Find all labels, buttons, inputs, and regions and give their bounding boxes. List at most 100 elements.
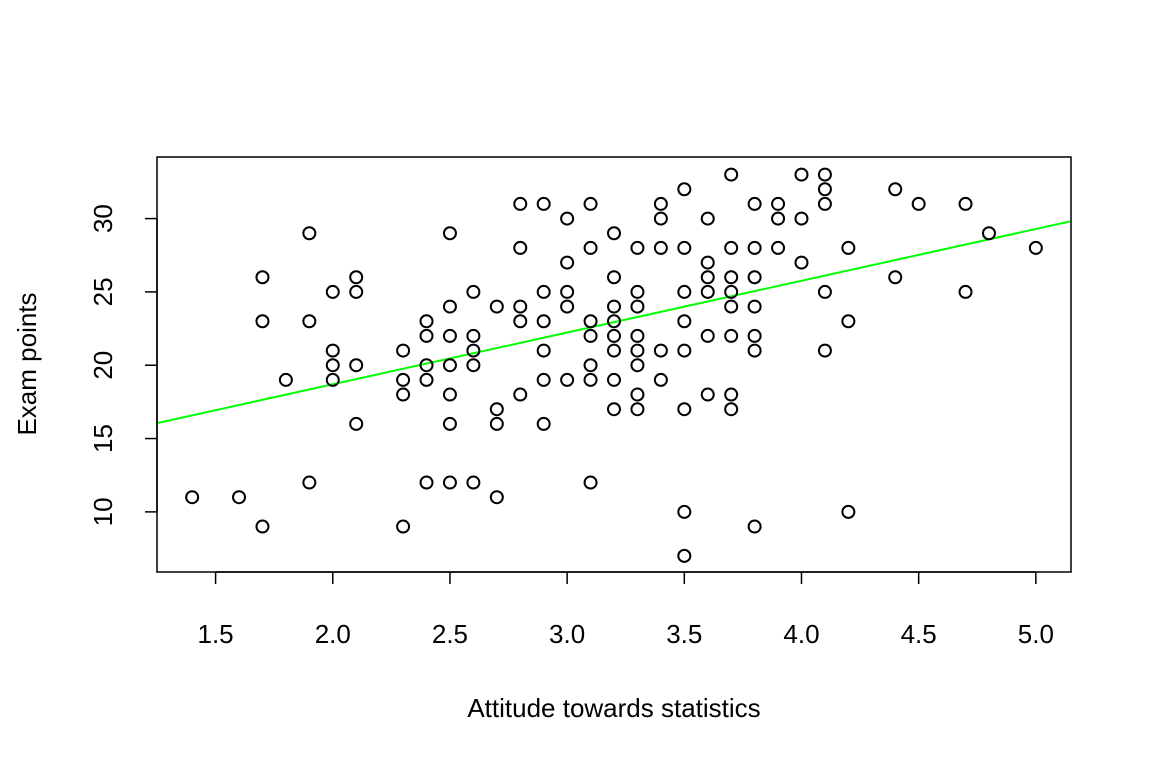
data-point (724, 167, 739, 182)
data-point (302, 226, 317, 241)
data-point (653, 343, 668, 358)
data-point (817, 343, 832, 358)
data-point (466, 358, 481, 373)
y-axis: 10 15 20 25 30 (88, 204, 158, 526)
data-point (677, 343, 692, 358)
x-tick-label: 2.5 (432, 619, 468, 649)
data-point (677, 504, 692, 519)
data-point (630, 387, 645, 402)
data-point (724, 387, 739, 402)
regression-line (157, 220, 1071, 425)
data-point (630, 284, 645, 299)
data-point (747, 519, 762, 534)
data-point (677, 182, 692, 197)
data-point (677, 402, 692, 417)
data-point (513, 299, 528, 314)
data-point (630, 358, 645, 373)
data-point (442, 328, 457, 343)
data-point (560, 299, 575, 314)
data-point (700, 284, 715, 299)
data-point (560, 284, 575, 299)
data-point (442, 299, 457, 314)
data-point (349, 270, 364, 285)
data-point (583, 314, 598, 329)
data-point (724, 299, 739, 314)
data-point (442, 416, 457, 431)
data-points (185, 167, 1043, 563)
x-tick-label: 5.0 (1018, 619, 1054, 649)
data-point (442, 358, 457, 373)
y-tick-label: 25 (88, 277, 118, 306)
data-point (841, 240, 856, 255)
data-point (630, 343, 645, 358)
data-point (419, 372, 434, 387)
data-point (583, 328, 598, 343)
data-point (396, 387, 411, 402)
data-point (747, 270, 762, 285)
data-point (325, 372, 340, 387)
data-point (536, 372, 551, 387)
data-point (396, 519, 411, 534)
x-tick-label: 4.5 (901, 619, 937, 649)
y-tick-label: 15 (88, 424, 118, 453)
data-point (442, 475, 457, 490)
data-point (724, 402, 739, 417)
data-point (747, 328, 762, 343)
data-point (724, 284, 739, 299)
data-point (396, 343, 411, 358)
data-point (981, 226, 996, 241)
data-point (255, 519, 270, 534)
data-point (653, 240, 668, 255)
data-point (653, 211, 668, 226)
data-point (442, 226, 457, 241)
data-point (583, 358, 598, 373)
data-point (700, 387, 715, 402)
data-point (536, 196, 551, 211)
data-point (255, 270, 270, 285)
data-point (396, 372, 411, 387)
data-point (466, 284, 481, 299)
data-point (724, 270, 739, 285)
data-point (489, 299, 504, 314)
data-point (958, 284, 973, 299)
data-point (653, 196, 668, 211)
x-tick-label: 3.5 (666, 619, 702, 649)
data-point (677, 240, 692, 255)
data-point (630, 328, 645, 343)
data-point (888, 182, 903, 197)
data-point (349, 284, 364, 299)
data-point (607, 402, 621, 417)
data-point (607, 299, 621, 314)
data-point (489, 402, 504, 417)
data-point (630, 240, 645, 255)
data-point (724, 240, 739, 255)
data-point (677, 314, 692, 329)
data-point (747, 240, 762, 255)
x-axis: 1.5 2.0 2.5 3.0 3.5 4.0 4.5 5.0 (198, 571, 1054, 649)
data-point (466, 328, 481, 343)
data-point (255, 314, 270, 329)
x-tick-label: 1.5 (198, 619, 234, 649)
data-point (700, 255, 715, 270)
data-point (700, 211, 715, 226)
data-point (607, 343, 621, 358)
data-point (911, 196, 926, 211)
data-point (747, 299, 762, 314)
data-point (302, 314, 317, 329)
data-point (630, 299, 645, 314)
data-point (1028, 240, 1043, 255)
data-point (513, 196, 528, 211)
y-tick-label: 10 (88, 497, 118, 526)
x-tick-label: 3.0 (549, 619, 585, 649)
data-point (794, 255, 809, 270)
data-point (583, 196, 598, 211)
y-tick-label: 20 (88, 351, 118, 380)
data-point (536, 416, 551, 431)
data-point (841, 504, 856, 519)
regression-line-layer (157, 220, 1071, 425)
data-point (349, 358, 364, 373)
data-point (817, 284, 832, 299)
data-point (583, 240, 598, 255)
